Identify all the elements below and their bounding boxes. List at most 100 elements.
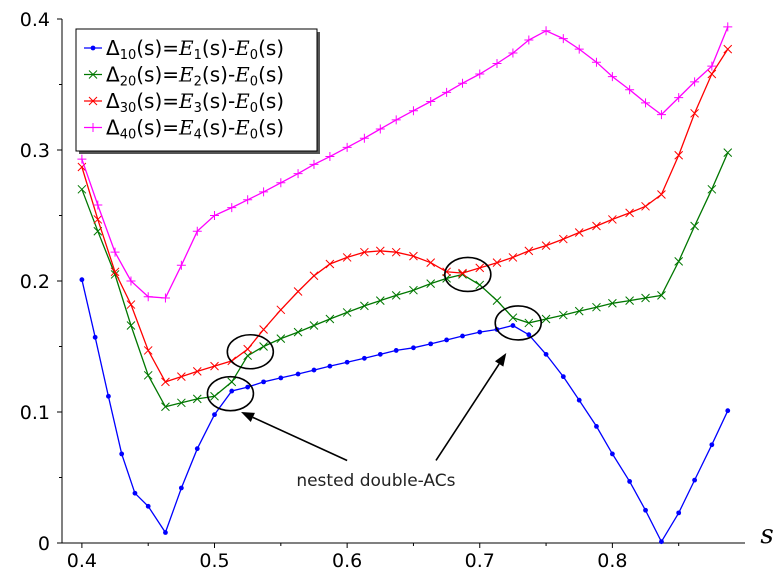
legend-label: Δ10(s)=E1(s)-E0(s) (106, 36, 284, 63)
data-point (442, 87, 452, 97)
legend-label: Δ40(s)=E4(s)-E0(s) (106, 116, 284, 143)
data-point (492, 296, 502, 306)
data-point (276, 178, 286, 188)
data-point (408, 106, 418, 116)
data-point (177, 372, 186, 381)
axes: 0.4 0.5 0.6 0.7 0.8 0 0.1 0.2 0.3 0.4 s (20, 9, 774, 572)
data-point (391, 247, 401, 257)
data-point (259, 342, 268, 351)
data-point (592, 302, 601, 312)
legend-marker (90, 45, 96, 51)
data-point (656, 110, 666, 120)
legend-entry: Δ30(s)=E3(s)-E0(s) (84, 89, 284, 116)
data-point (160, 293, 170, 303)
data-point (132, 490, 138, 496)
data-point (377, 351, 383, 357)
data-point (411, 345, 416, 351)
data-point (492, 59, 502, 69)
y-tick-label: 0.3 (20, 140, 50, 162)
data-point (259, 325, 268, 334)
data-point (212, 412, 217, 418)
series-line (81, 279, 729, 544)
annotation-arrow (435, 363, 500, 461)
legend: Δ10(s)=E1(s)-E0(s)Δ20(s)=E2(s)-E0(s)Δ30(… (75, 28, 320, 154)
data-point (110, 247, 120, 257)
annotation-circle (206, 375, 255, 412)
series-3 (77, 44, 733, 387)
data-point (674, 150, 684, 160)
data-point (609, 451, 615, 457)
data-point (657, 190, 666, 199)
data-point (725, 408, 731, 414)
data-point (442, 274, 451, 283)
data-point (558, 34, 568, 44)
legend-label: Δ20(s)=E2(s)-E0(s) (106, 63, 284, 90)
x-tick-label: 0.4 (67, 550, 97, 572)
data-point (344, 359, 350, 365)
data-point (143, 370, 153, 380)
data-point (426, 258, 436, 268)
data-point (707, 61, 717, 71)
data-point (361, 355, 367, 361)
data-point (342, 142, 352, 152)
data-point (558, 234, 568, 244)
data-point (576, 397, 582, 403)
data-point (126, 276, 136, 286)
legend-box (75, 28, 318, 152)
series-line (81, 48, 729, 383)
data-point (723, 44, 733, 54)
data-point (93, 200, 103, 210)
data-point (475, 263, 485, 273)
data-point (126, 321, 136, 330)
legend-entry: Δ20(s)=E2(s)-E0(s) (84, 63, 284, 90)
x-axis-label: s (760, 520, 773, 550)
data-point (460, 333, 465, 339)
legend-entry: Δ10(s)=E1(s)-E0(s) (84, 36, 284, 63)
data-point (541, 26, 551, 36)
data-point (178, 485, 184, 491)
data-point (93, 215, 103, 224)
data-point (227, 377, 237, 387)
data-point (592, 221, 601, 231)
data-point (126, 300, 136, 309)
data-point (625, 296, 634, 306)
data-point (375, 296, 385, 306)
data-point (541, 241, 551, 250)
data-point (227, 203, 237, 213)
data-point (657, 291, 666, 300)
data-point (674, 256, 684, 266)
data-point (442, 267, 451, 277)
x-tick-label: 0.6 (332, 550, 362, 572)
data-point (359, 133, 369, 143)
x-tick-label: 0.7 (465, 550, 495, 572)
data-point (243, 195, 253, 205)
data-point (176, 260, 186, 270)
legend-label: Δ30(s)=E3(s)-E0(s) (106, 89, 284, 116)
data-point (426, 97, 436, 107)
data-point (692, 477, 698, 483)
data-point (375, 246, 385, 256)
data-point (508, 253, 518, 262)
series-4 (77, 22, 733, 303)
data-point (192, 226, 202, 236)
data-point (293, 169, 303, 179)
data-point (641, 98, 651, 108)
data-point (574, 44, 584, 54)
data-point (510, 323, 516, 328)
data-point (608, 215, 617, 224)
data-point (508, 313, 518, 323)
data-point (524, 318, 534, 328)
data-point (428, 341, 434, 347)
data-point (508, 48, 518, 58)
data-point (676, 510, 682, 516)
data-point (627, 479, 633, 484)
x-tick-label: 0.8 (597, 550, 627, 572)
data-point (393, 348, 399, 353)
data-point (309, 159, 319, 169)
data-point (690, 108, 699, 118)
data-point (607, 72, 617, 82)
data-point (475, 69, 485, 79)
data-point (574, 306, 584, 316)
annotation-circle (444, 256, 492, 293)
legend-marker (88, 96, 98, 106)
